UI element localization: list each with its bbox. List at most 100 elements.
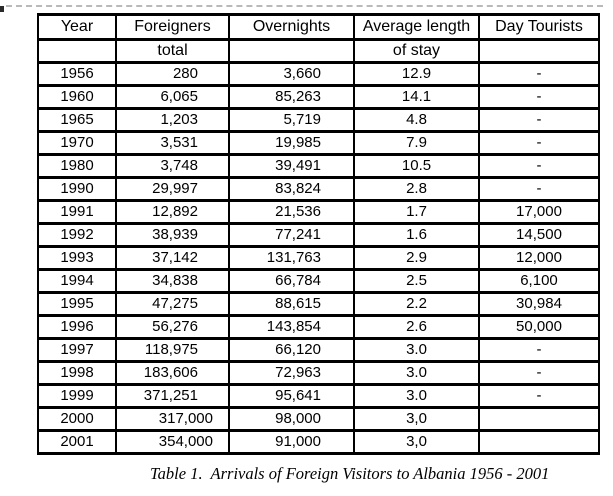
cell-foreigners: 29,997: [115, 176, 230, 202]
col-header-average-length: Average length: [353, 13, 480, 41]
cell-overnights: 5,719: [228, 107, 355, 133]
table-row: 1992 38,939 77,241 1.6 14,500: [37, 222, 600, 248]
cell-overnights: 39,491: [228, 153, 355, 179]
cell-foreigners: 47,275: [115, 291, 230, 317]
cell-foreigners: 34,838: [115, 268, 230, 294]
cell-day-tourists: -: [478, 61, 600, 87]
col-header-day-tourists: Day Tourists: [478, 13, 600, 41]
cell-day-tourists: 12,000: [478, 245, 600, 271]
cell-year: 1996: [37, 314, 117, 340]
table-row: 1991 12,892 21,536 1.7 17,000: [37, 199, 600, 225]
table-row: 1993 37,142 131,763 2.9 12,000: [37, 245, 600, 271]
cell-day-tourists: -: [478, 107, 600, 133]
cell-day-tourists: 30,984: [478, 291, 600, 317]
cell-year: 1998: [37, 360, 117, 386]
col-subheader-year: [37, 38, 117, 64]
cell-avg-length-of-stay: 3,0: [353, 429, 480, 455]
cell-day-tourists: [478, 429, 600, 455]
col-subheader-of-stay: of stay: [353, 38, 480, 64]
col-subheader-day-tourists: [478, 38, 600, 64]
cell-overnights: 72,963: [228, 360, 355, 386]
cell-avg-length-of-stay: 2.9: [353, 245, 480, 271]
cell-overnights: 143,854: [228, 314, 355, 340]
cell-avg-length-of-stay: 3.0: [353, 360, 480, 386]
table-row: 2000 317,000 98,000 3,0: [37, 406, 600, 432]
cell-foreigners: 118,975: [115, 337, 230, 363]
cell-year: 1980: [37, 153, 117, 179]
cell-day-tourists: -: [478, 130, 600, 156]
cell-overnights: 66,784: [228, 268, 355, 294]
cell-year: 1993: [37, 245, 117, 271]
col-header-foreigners: Foreigners: [115, 13, 230, 41]
cell-avg-length-of-stay: 2.8: [353, 176, 480, 202]
cell-foreigners: 371,251: [115, 383, 230, 409]
cell-day-tourists: -: [478, 383, 600, 409]
cell-day-tourists: -: [478, 84, 600, 110]
cell-overnights: 83,824: [228, 176, 355, 202]
cell-avg-length-of-stay: 3.0: [353, 383, 480, 409]
cell-avg-length-of-stay: 3.0: [353, 337, 480, 363]
table-row: 1990 29,997 83,824 2.8-: [37, 176, 600, 202]
cell-avg-length-of-stay: 2.2: [353, 291, 480, 317]
cell-foreigners: 6,065: [115, 84, 230, 110]
table-row: 1999 371,251 95,641 3.0-: [37, 383, 600, 409]
cell-year: 1956: [37, 61, 117, 87]
cell-day-tourists: 17,000: [478, 199, 600, 225]
cell-year: 1960: [37, 84, 117, 110]
cell-avg-length-of-stay: 1.6: [353, 222, 480, 248]
cell-foreigners: 280: [115, 61, 230, 87]
cell-year: 1965: [37, 107, 117, 133]
table-header: Year Foreigners Overnights Average lengt…: [37, 13, 600, 64]
cell-overnights: 91,000: [228, 429, 355, 455]
cell-avg-length-of-stay: 12.9: [353, 61, 480, 87]
cell-year: 1997: [37, 337, 117, 363]
cell-year: 1995: [37, 291, 117, 317]
cell-avg-length-of-stay: 14.1: [353, 84, 480, 110]
cell-foreigners: 38,939: [115, 222, 230, 248]
col-subheader-overnights: [228, 38, 355, 64]
table-body: 1956 280 3,660 12.9-1960 6,065 85,263 14.1-196…: [37, 61, 600, 455]
table-caption: Table 1. Arrivals of Foreign Visitors to…: [150, 464, 550, 483]
table-row: 2001 354,000 91,000 3,0: [37, 429, 600, 455]
table-row: 1965 1,203 5,719 4.8-: [37, 107, 600, 133]
cell-overnights: 21,536: [228, 199, 355, 225]
cell-overnights: 95,641: [228, 383, 355, 409]
header-row-2: total of stay: [37, 38, 600, 64]
cell-foreigners: 354,000: [115, 429, 230, 455]
cell-avg-length-of-stay: 10.5: [353, 153, 480, 179]
header-row-1: Year Foreigners Overnights Average lengt…: [37, 13, 600, 41]
cell-day-tourists: 6,100: [478, 268, 600, 294]
table-row: 1997 118,975 66,120 3.0-: [37, 337, 600, 363]
cell-overnights: 19,985: [228, 130, 355, 156]
cell-year: 1990: [37, 176, 117, 202]
table-row: 1956 280 3,660 12.9-: [37, 61, 600, 87]
cell-avg-length-of-stay: 2.6: [353, 314, 480, 340]
cell-foreigners: 183,606: [115, 360, 230, 386]
cell-foreigners: 317,000: [115, 406, 230, 432]
table-row: 1980 3,748 39,491 10.5-: [37, 153, 600, 179]
table-row: 1960 6,065 85,263 14.1-: [37, 84, 600, 110]
cell-avg-length-of-stay: 1.7: [353, 199, 480, 225]
cell-overnights: 3,660: [228, 61, 355, 87]
table-row: 1996 56,276 143,854 2.6 50,000: [37, 314, 600, 340]
cell-overnights: 85,263: [228, 84, 355, 110]
cell-day-tourists: [478, 406, 600, 432]
cell-avg-length-of-stay: 2.5: [353, 268, 480, 294]
table-row: 1970 3,531 19,985 7.9-: [37, 130, 600, 156]
visitors-table: Year Foreigners Overnights Average lengt…: [37, 13, 600, 455]
cell-foreigners: 3,531: [115, 130, 230, 156]
table-row: 1995 47,275 88,615 2.2 30,984: [37, 291, 600, 317]
col-header-overnights: Overnights: [228, 13, 355, 41]
cell-overnights: 77,241: [228, 222, 355, 248]
cell-year: 1970: [37, 130, 117, 156]
cell-avg-length-of-stay: 4.8: [353, 107, 480, 133]
cell-year: 2001: [37, 429, 117, 455]
cell-day-tourists: -: [478, 176, 600, 202]
cell-year: 1992: [37, 222, 117, 248]
cell-day-tourists: 14,500: [478, 222, 600, 248]
cell-day-tourists: -: [478, 360, 600, 386]
cell-foreigners: 1,203: [115, 107, 230, 133]
cell-overnights: 88,615: [228, 291, 355, 317]
table-row: 1998 183,606 72,963 3.0-: [37, 360, 600, 386]
